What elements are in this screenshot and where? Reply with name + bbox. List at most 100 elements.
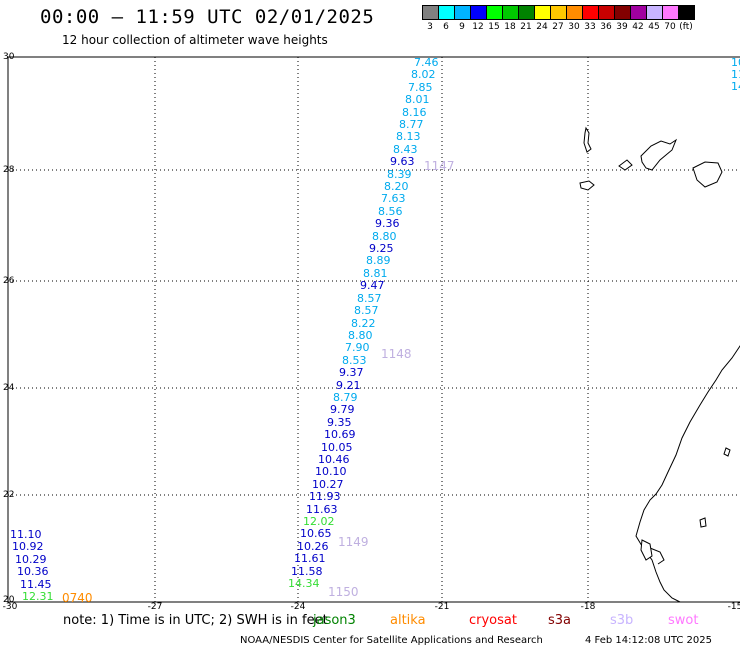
wave-height-value: 11.61 — [294, 552, 326, 565]
wave-height-value: 14.34 — [288, 577, 320, 590]
wave-height-value: 8.16 — [402, 106, 427, 119]
wave-height-value: 10.65 — [300, 527, 332, 540]
wave-height-value: 9.47 — [360, 279, 385, 292]
pass-label-0740: 0740 — [62, 591, 93, 605]
wave-height-value: 11.58 — [291, 565, 323, 578]
small-island — [699, 517, 707, 528]
longitude-label: -27 — [147, 602, 163, 612]
legend-label: 18 — [504, 22, 516, 32]
wave-height-value: 9.79 — [330, 403, 355, 416]
latitude-label: 26 — [3, 276, 15, 286]
wave-height-value: 8.56 — [378, 205, 403, 218]
wave-height-value: 10.26 — [297, 540, 329, 553]
satellite-swot: swot — [668, 613, 699, 628]
longitude-label: -30 — [2, 602, 18, 612]
edge-wave-value: 11 — [731, 68, 740, 81]
coast-inlet — [649, 547, 665, 565]
wave-height-value: 9.63 — [390, 155, 415, 168]
wave-height-value: 7.90 — [345, 341, 370, 354]
wave-height-value: 10.29 — [15, 553, 47, 566]
wave-height-value: 10.46 — [318, 453, 350, 466]
wave-height-value: 10.36 — [17, 565, 49, 578]
wave-height-value: 10.05 — [321, 441, 353, 454]
wave-height-value: 8.13 — [396, 130, 421, 143]
legend-label: 33 — [584, 22, 596, 32]
coast-peninsula — [640, 539, 653, 561]
wave-height-value: 7.46 — [414, 56, 439, 69]
coastline — [579, 126, 740, 603]
satellite-jason3: jason3 — [313, 613, 356, 628]
legend-label: 21 — [520, 22, 532, 32]
legend-label: 42 — [632, 22, 644, 32]
legend-labels: 3 6 9 12 15 18 21 24 27 30 33 36 39 42 45 70 (ft) — [422, 20, 694, 32]
legend-label: 70 — [664, 22, 676, 32]
wave-height-value: 8.53 — [342, 354, 367, 367]
wave-height-value: 8.81 — [363, 267, 388, 280]
legend-label: 15 — [488, 22, 500, 32]
wave-height-value: 9.21 — [336, 379, 361, 392]
wave-height-value: 11.63 — [306, 503, 338, 516]
lat-lon-grid — [8, 57, 740, 602]
legend-label: 6 — [443, 22, 449, 32]
wave-height-value: 11.45 — [20, 578, 52, 591]
legend-color-bar — [422, 5, 695, 20]
island-hierro — [618, 159, 633, 171]
cape-verde-islet — [723, 447, 731, 457]
longitude-label: -21 — [434, 602, 450, 612]
wave-height-value: 10.10 — [315, 465, 347, 478]
legend-label: 36 — [600, 22, 612, 32]
satellite-cryosat: cryosat — [469, 613, 517, 628]
wave-height-value: 8.80 — [348, 329, 373, 342]
map-title: 00:00 – 11:59 UTC 02/01/2025 — [40, 6, 375, 28]
wave-height-value: 8.57 — [354, 304, 379, 317]
wave-height-value: 8.89 — [366, 254, 391, 267]
wave-height-value: 11.93 — [309, 490, 341, 503]
edge-wave-value: 10 — [731, 56, 740, 69]
legend-label: 9 — [459, 22, 465, 32]
latitude-label: 24 — [3, 383, 15, 393]
legend-label: 45 — [648, 22, 660, 32]
africa-coast — [635, 345, 740, 603]
wave-height-value: 11.10 — [10, 528, 42, 541]
wave-height-value: 9.36 — [375, 217, 400, 230]
legend-label: (ft) — [679, 22, 693, 32]
wave-height-value: 9.35 — [327, 416, 352, 429]
legend-label: 24 — [536, 22, 548, 32]
footer-credit: NOAA/NESDIS Center for Satellite Applica… — [240, 635, 543, 646]
legend-label: 27 — [552, 22, 564, 32]
wave-height-value: 8.80 — [372, 230, 397, 243]
legend-label: 30 — [568, 22, 580, 32]
map-frame — [7, 56, 740, 603]
map-subtitle: 12 hour collection of altimeter wave hei… — [62, 33, 328, 47]
wave-height-value: 8.02 — [411, 68, 436, 81]
wave-height-value: 8.01 — [405, 93, 430, 106]
wave-height-value: 8.57 — [357, 292, 382, 305]
pass-label-1147: 1147 — [424, 159, 455, 173]
wave-height-value: 8.79 — [333, 391, 358, 404]
latitude-label: 22 — [3, 490, 15, 500]
pass-label-1148: 1148 — [381, 347, 412, 361]
wave-height-value: 8.22 — [351, 317, 376, 330]
legend-label: 12 — [472, 22, 484, 32]
wave-height-value: 7.63 — [381, 192, 406, 205]
satellite-s3a: s3a — [548, 613, 572, 628]
wave-height-value: 7.85 — [408, 81, 433, 94]
wave-height-value: 9.37 — [339, 366, 364, 379]
pass-label-1149: 1149 — [338, 535, 369, 549]
legend-label: 3 — [427, 22, 433, 32]
footer-note: note: 1) Time is in UTC; 2) SWH is in fe… — [63, 613, 328, 628]
wave-height-value: 10.92 — [12, 540, 44, 553]
wave-height-value: 8.20 — [384, 180, 409, 193]
legend-swatch — [678, 5, 695, 20]
wave-height-value: 8.77 — [399, 118, 424, 131]
edge-wave-value: 14 — [731, 80, 740, 93]
wave-height-value: 10.27 — [312, 478, 344, 491]
island-gomera — [579, 180, 595, 191]
wave-height-value: 12.02 — [303, 515, 335, 528]
pass-label-1150: 1150 — [328, 585, 359, 599]
footer-timestamp: 4 Feb 14:12:08 UTC 2025 — [585, 635, 712, 646]
latitude-label: 28 — [3, 165, 15, 175]
satellite-altika: altika — [390, 613, 426, 628]
wave-height-value: 8.43 — [393, 143, 418, 156]
